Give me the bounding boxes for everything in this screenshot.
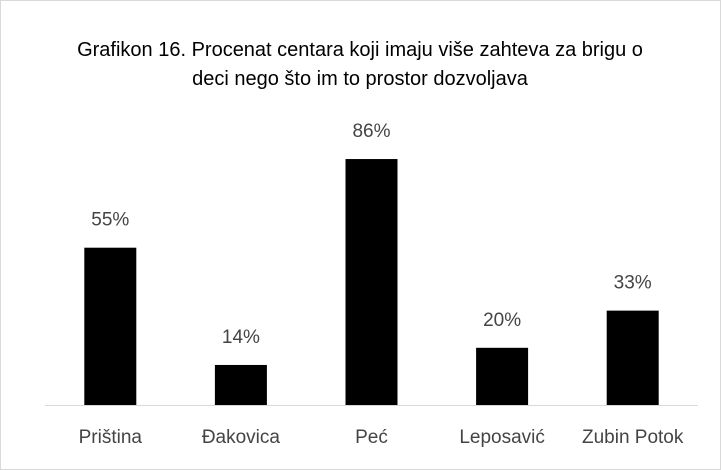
x-tick-label: Đakovica — [202, 427, 281, 448]
bar — [214, 364, 267, 405]
value-label: 55% — [91, 210, 129, 231]
x-tick-label: Peć — [355, 427, 388, 448]
value-label: 20% — [483, 310, 521, 331]
x-tick-label: Priština — [79, 427, 143, 448]
value-label: 14% — [222, 327, 260, 348]
value-label: 33% — [614, 273, 652, 294]
x-tick-label: Leposavić — [459, 427, 545, 448]
bar — [476, 347, 529, 405]
chart-title: Grafikon 16. Procenat centara koji imaju… — [77, 39, 643, 90]
bar — [84, 247, 137, 405]
value-label: 86% — [352, 121, 390, 142]
bar — [606, 310, 659, 405]
x-tick-label: Zubin Potok — [582, 427, 684, 448]
bar — [345, 159, 398, 405]
